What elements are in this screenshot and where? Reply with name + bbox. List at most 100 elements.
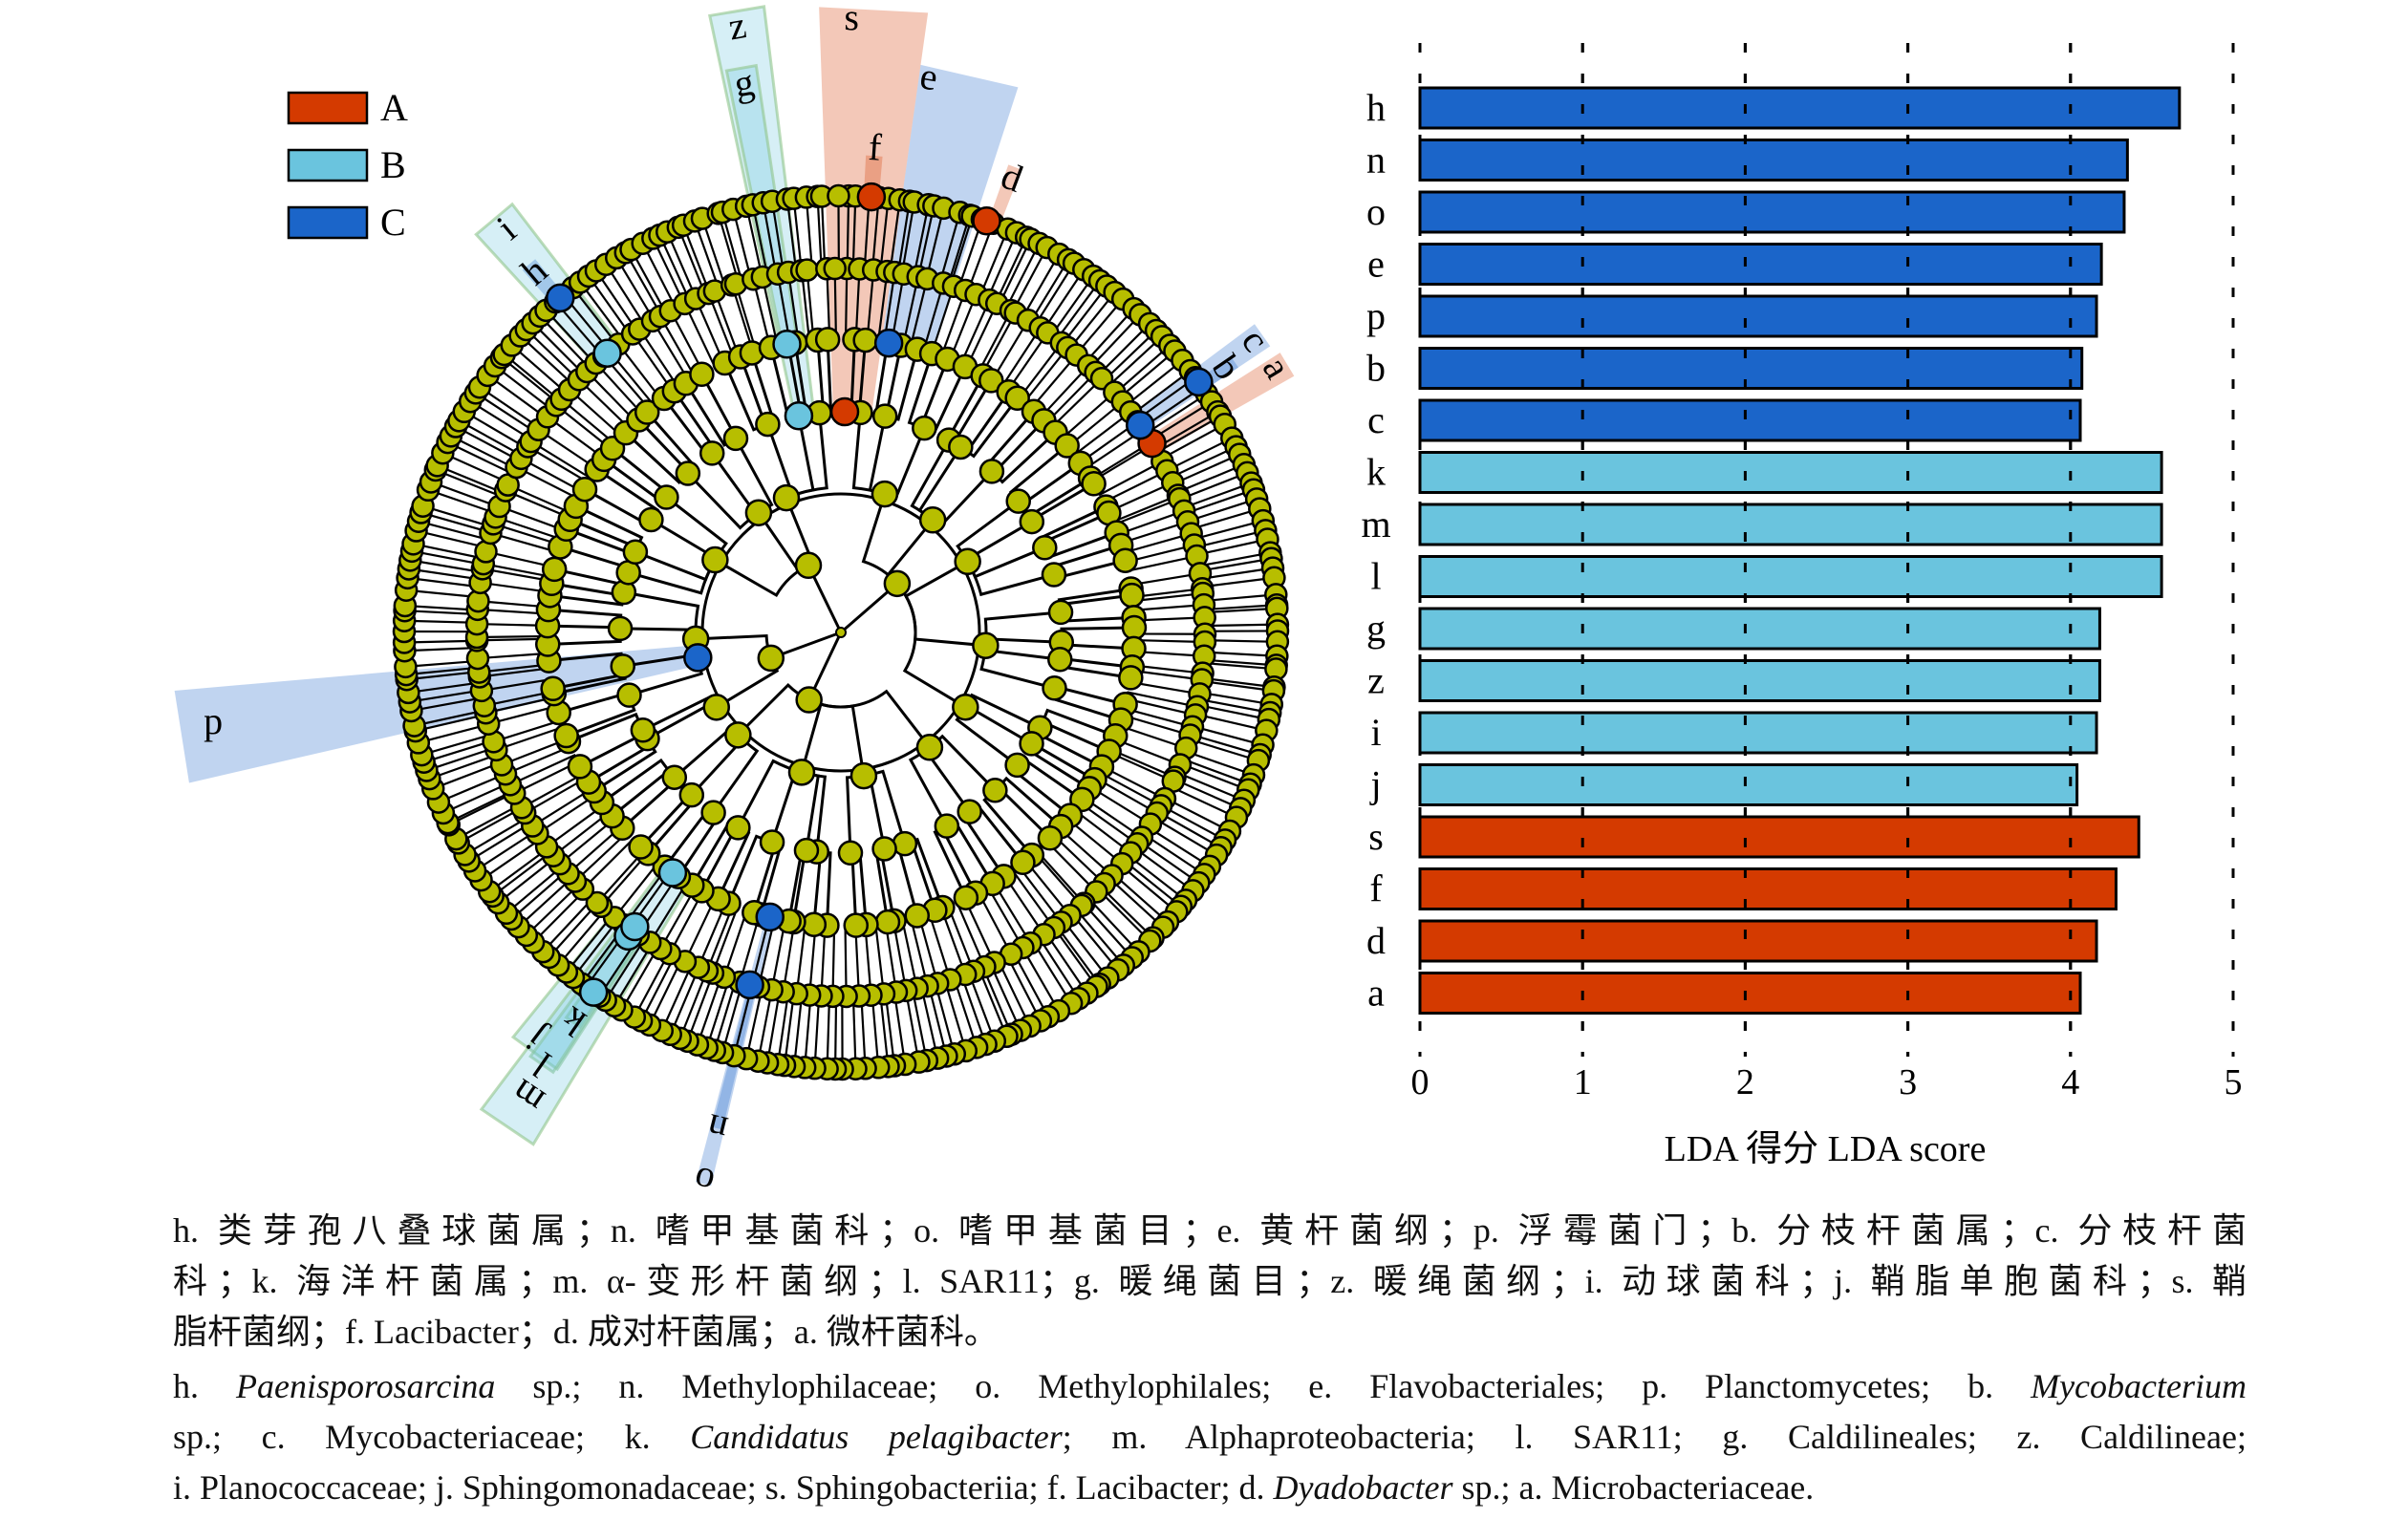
biomarker-node-c	[1125, 410, 1155, 440]
taxon-node	[699, 440, 725, 466]
taxon-node	[978, 368, 1004, 394]
legend: ABC	[287, 86, 408, 244]
taxon-node	[827, 183, 850, 208]
legend-label-B: B	[380, 143, 406, 186]
taxon-node	[843, 912, 869, 938]
caption-english: h. Paenisporosarcina sp.; n. Methylophil…	[173, 1361, 2247, 1513]
y-tick-label-i: i	[1370, 711, 1381, 754]
taxon-name-italic: Paenisporosarcina	[236, 1367, 496, 1405]
bar-s	[1418, 815, 2140, 859]
sector-p	[174, 645, 699, 783]
caption-text: sp.; n. Methylophilaceae; o. Methylophil…	[495, 1367, 2032, 1405]
taxon-node	[1019, 731, 1044, 757]
taxon-node	[661, 764, 688, 790]
taxon-node	[724, 721, 752, 749]
caption-chinese: h. 类芽孢八叠球菌属；n. 嗜甲基菌科；o. 嗜甲基菌目；e. 黄杆菌纲；p.…	[173, 1206, 2247, 1358]
biomarker-node-h	[545, 283, 575, 313]
bar-a	[1418, 972, 2082, 1015]
branch	[808, 689, 932, 749]
caption-text: h. 类芽孢八叠球菌属；n. 嗜甲基菌科；o. 嗜甲基菌目；e. 黄杆菌纲；p.…	[173, 1211, 2247, 1250]
taxon-node	[1019, 508, 1045, 535]
taxon-node	[952, 693, 979, 721]
caption-line: i. Planococcaceae; j. Sphingomonadaceae;…	[173, 1463, 2247, 1513]
taxon-node	[1037, 824, 1064, 851]
taxon-node	[934, 813, 960, 839]
caption-line: sp.; c. Mycobacteriaceae; k. Candidatus …	[173, 1412, 2247, 1463]
taxon-node	[1121, 614, 1148, 641]
y-tick-label-f: f	[1369, 867, 1383, 910]
caption-text: 科；k. 海洋杆菌属；m. α-变形杆菌纲；l. SAR11；g. 暖绳菌目；z…	[173, 1262, 2247, 1300]
taxon-node	[849, 761, 878, 790]
taxon-node	[793, 837, 820, 864]
biomarker-node-s	[829, 396, 860, 427]
taxon-node	[1005, 488, 1031, 514]
taxon-node	[1042, 675, 1067, 701]
taxon-node	[883, 569, 912, 598]
caption-text: h.	[173, 1367, 237, 1405]
taxon-node	[571, 476, 598, 503]
legend-swatch-B	[287, 148, 369, 182]
bar-l	[1418, 555, 2163, 598]
bar-m	[1418, 503, 2163, 546]
taxon-node	[634, 399, 660, 425]
biomarker-node-b	[1184, 367, 1214, 397]
taxon-node	[1081, 471, 1107, 497]
x-tick-label: 3	[1899, 1062, 1917, 1102]
biomarker-node-n	[735, 970, 764, 1000]
bar-k	[1418, 451, 2163, 494]
caption-text: ; m. Alphaproteobacteria; l. SAR11; g. C…	[1062, 1418, 2247, 1456]
taxon-node	[1004, 752, 1030, 779]
legend-label-A: A	[380, 86, 408, 129]
taxon-node	[722, 425, 749, 452]
y-tick-label-e: e	[1367, 243, 1385, 286]
taxon-node	[871, 480, 899, 508]
taxon-node	[541, 556, 568, 583]
root-node	[835, 627, 847, 638]
bar-e	[1418, 243, 2103, 286]
clade-label-s: s	[844, 0, 859, 38]
bar-f	[1418, 867, 2118, 910]
taxon-node	[795, 258, 819, 282]
biomarker-node-m	[657, 858, 688, 888]
taxon-node	[700, 800, 726, 825]
biomarker-node-d	[972, 205, 1001, 236]
caption-line: h. Paenisporosarcina sp.; n. Methylophil…	[173, 1361, 2247, 1412]
biomarker-node-i	[592, 338, 622, 368]
taxon-node	[794, 551, 823, 580]
caption-line: h. 类芽孢八叠球菌属；n. 嗜甲基菌科；o. 嗜甲基菌目；e. 黄杆菌纲；p.…	[173, 1206, 2247, 1256]
x-tick-label: 0	[1411, 1062, 1430, 1102]
clade-label-o: o	[690, 1158, 719, 1194]
taxon-node	[622, 539, 649, 566]
biomarker-node-o	[755, 902, 785, 932]
taxon-node	[638, 506, 664, 533]
taxon-node	[1041, 562, 1067, 588]
taxon-node	[757, 644, 785, 673]
taxon-name-italic: Candidatus pelagibacter	[690, 1418, 1063, 1456]
taxon-node	[915, 734, 944, 761]
bar-d	[1418, 919, 2098, 963]
y-tick-label-z: z	[1367, 659, 1385, 702]
taxon-node	[689, 361, 715, 387]
taxon-node	[814, 327, 841, 353]
cladogram-nodes	[392, 183, 1290, 1081]
taxon-node	[837, 840, 864, 866]
taxon-node	[871, 403, 898, 429]
y-tick-label-a: a	[1367, 972, 1385, 1015]
y-tick-label-b: b	[1366, 347, 1386, 390]
taxon-node	[1047, 647, 1073, 673]
taxon-node	[954, 547, 981, 576]
taxon-node	[1047, 599, 1074, 626]
legend-swatch-A	[287, 91, 369, 125]
caption-text: sp.; a. Microbacteriaceae.	[1452, 1468, 1815, 1507]
taxon-node	[607, 615, 634, 642]
caption-text: 脂杆菌纲；f. Lacibacter；d. 成对杆菌属；a. 微杆菌科。	[173, 1313, 999, 1351]
biomarker-node-p	[683, 643, 713, 673]
taxon-node	[1032, 535, 1058, 561]
x-tick-labels: 0 1 2 3 4 5	[1411, 1062, 2243, 1102]
taxon-node	[610, 653, 635, 679]
caption-line: 科；k. 海洋杆菌属；m. α-变形杆菌纲；l. SAR11；g. 暖绳菌目；z…	[173, 1256, 2247, 1307]
taxon-node	[904, 903, 931, 929]
